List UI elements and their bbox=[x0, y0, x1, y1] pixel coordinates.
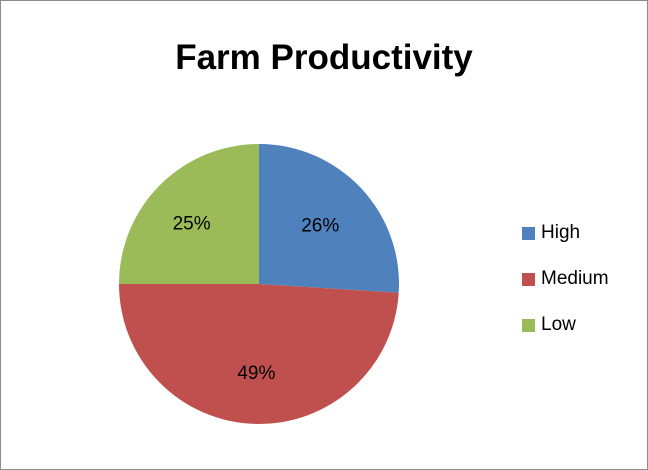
pie-slice-high bbox=[259, 144, 400, 293]
legend: High Medium Low bbox=[522, 222, 609, 360]
legend-label-medium: Medium bbox=[541, 268, 609, 289]
legend-label-low: Low bbox=[541, 314, 576, 335]
legend-label-high: High bbox=[541, 222, 581, 243]
legend-swatch-low bbox=[522, 318, 535, 332]
data-label-high: 26% bbox=[301, 216, 339, 237]
chart-title: Farm Productivity bbox=[175, 38, 473, 77]
legend-swatch-medium bbox=[522, 272, 535, 286]
data-label-medium: 49% bbox=[237, 363, 275, 384]
pie-slice-low bbox=[119, 144, 259, 284]
legend-item-low: Low bbox=[522, 314, 609, 336]
legend-item-high: High bbox=[522, 222, 609, 244]
legend-swatch-high bbox=[522, 226, 535, 240]
pie-slice-medium bbox=[119, 284, 399, 424]
legend-item-medium: Medium bbox=[522, 268, 609, 290]
data-label-low: 25% bbox=[173, 214, 211, 235]
